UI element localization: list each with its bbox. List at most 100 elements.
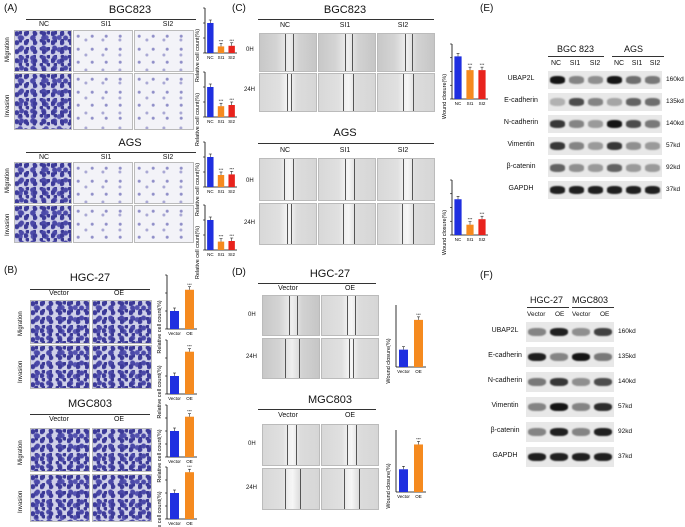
y-axis-label: Relative cell count(%) — [195, 226, 201, 279]
cell-mgc803-f: MGC803 — [572, 295, 609, 305]
protein-label: β-catenin — [490, 427, 520, 434]
lane-nc: NC — [613, 60, 625, 67]
title-mgc803-d: MGC803 — [307, 394, 353, 406]
y-axis-label: Relative cell count(%) — [157, 365, 163, 418]
blot-band — [569, 142, 584, 150]
bar — [170, 311, 179, 329]
title-bgc823-c: BGC823 — [323, 4, 367, 16]
wound-image — [377, 33, 435, 72]
bar — [414, 319, 423, 367]
micrograph — [134, 73, 194, 130]
micrograph — [73, 162, 133, 204]
bar — [454, 56, 462, 99]
wound-image — [318, 203, 376, 245]
blot-band — [572, 403, 590, 411]
bar — [207, 157, 214, 187]
bar — [228, 174, 235, 187]
lane-si2: SI2 — [649, 60, 661, 67]
blot-band — [626, 164, 641, 172]
wound-image — [321, 424, 379, 466]
wound-image — [318, 73, 376, 112]
blot-band — [569, 76, 584, 84]
y-axis-label: Relative cell count(%) — [157, 491, 163, 527]
x-tick-label: SI1 — [218, 55, 225, 60]
col-vector: Vector — [49, 290, 69, 297]
lane-nc: NC — [550, 60, 562, 67]
wound-image — [259, 33, 317, 72]
y-axis-label: Relative cell count(%) — [195, 29, 201, 82]
significance-label: *** — [187, 344, 192, 349]
bar — [399, 349, 408, 367]
blot-band — [588, 98, 603, 106]
col-oe: OE — [113, 416, 125, 423]
protein-label: β-catenin — [506, 163, 536, 170]
x-tick-label: SI2 — [228, 55, 235, 60]
blot-band — [569, 164, 584, 172]
bar — [478, 70, 486, 99]
micrograph — [30, 300, 90, 344]
significance-label: *** — [480, 62, 485, 67]
bar — [207, 220, 214, 250]
micrograph — [14, 162, 72, 204]
col-oe: OE — [113, 290, 125, 297]
significance-label: *** — [468, 62, 473, 67]
bar — [399, 469, 408, 492]
x-tick-label: SI1 — [218, 252, 225, 257]
divider — [30, 414, 150, 415]
blot-band — [550, 142, 565, 150]
divider — [258, 409, 376, 410]
wound-image — [262, 468, 320, 510]
panel-label-b: (B) — [4, 265, 18, 276]
col-si2: SI2 — [397, 147, 409, 154]
panel-label-e: (E) — [480, 3, 494, 14]
x-tick-label: SI2 — [228, 119, 235, 124]
wound-image — [262, 424, 320, 466]
protein-label: UBAP2L — [507, 75, 535, 82]
time-24h: 24H — [244, 87, 256, 93]
molecular-weight-label: 140kd — [666, 120, 684, 127]
blot-strip — [526, 322, 614, 342]
x-tick-label: SI1 — [218, 189, 225, 194]
bar — [466, 70, 474, 99]
x-tick-label: Vector — [168, 521, 181, 526]
panel-label-d: (D) — [232, 267, 246, 278]
blot-band — [569, 98, 584, 106]
molecular-weight-label: 135kd — [618, 353, 636, 360]
bar — [466, 224, 474, 235]
blot-band — [572, 353, 590, 361]
blot-band — [572, 328, 590, 336]
micrograph — [134, 162, 194, 204]
col-vector: Vector — [278, 285, 298, 292]
y-axis-label: Relative cell count(%) — [157, 429, 163, 482]
bar — [478, 219, 486, 235]
blot-band — [594, 453, 612, 461]
blot-strip — [526, 397, 614, 417]
x-tick-label: NC — [207, 189, 214, 194]
title-ags-a: AGS — [118, 137, 142, 149]
bar — [185, 351, 194, 394]
blot-band — [528, 428, 546, 436]
y-axis-label: Relative cell count(%) — [195, 93, 201, 146]
blot-band — [569, 186, 584, 194]
x-tick-label: Vector — [168, 331, 181, 336]
title-hgc27-b: HGC-27 — [69, 272, 111, 284]
micrograph — [30, 474, 90, 522]
divider — [612, 56, 664, 57]
x-tick-label: SI2 — [479, 237, 486, 242]
micrograph — [14, 73, 72, 130]
micrograph — [134, 205, 194, 243]
significance-label: *** — [229, 233, 234, 238]
molecular-weight-label: 160kd — [618, 328, 636, 335]
bar — [207, 87, 214, 117]
col-oe: OE — [344, 285, 356, 292]
blot-band — [528, 403, 546, 411]
lane-oe: OE — [600, 311, 610, 318]
blot-band — [550, 164, 565, 172]
x-tick-label: Vector — [168, 396, 181, 401]
bar — [170, 493, 179, 519]
blot-band — [594, 428, 612, 436]
micrograph — [14, 30, 72, 72]
title-mgc803-b: MGC803 — [67, 398, 113, 410]
micrograph — [92, 428, 152, 472]
blot-band — [550, 98, 565, 106]
